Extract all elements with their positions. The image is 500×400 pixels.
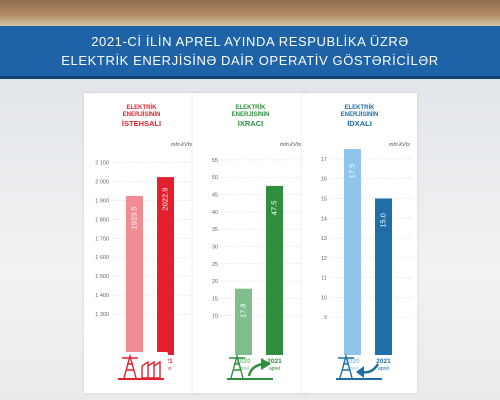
production-ytick-label: 2 000 <box>95 179 109 185</box>
import-category-label-2021: 2021 <box>376 358 391 365</box>
export-category-label-2021: 2021 <box>267 358 282 365</box>
import-bar-chart: mln.kVts9101112131415161717.52020aprel15… <box>321 142 412 372</box>
import-ytick-label: 17 <box>321 157 327 163</box>
title-line-2: ELEKTRİK ENERJİSİNƏ DAİR OPERATİV GÖSTƏR… <box>61 53 439 68</box>
export-ytick-label: 25 <box>212 262 218 268</box>
production-ytick-label: 1 400 <box>95 293 109 299</box>
import-title-line1: ELEKTRİK <box>344 105 375 111</box>
export-ytick-label: 10 <box>212 314 218 320</box>
production-ytick-label: 1 300 <box>95 312 109 318</box>
header-photo-strip <box>0 0 500 26</box>
import-title-line3: İDXALI <box>347 119 372 128</box>
power-tower-export-arrow-icon <box>221 350 279 387</box>
import-bar-2020 <box>344 149 361 355</box>
import-bar-2021 <box>375 198 392 355</box>
production-title-line3: İSTEHSALI <box>121 119 162 128</box>
import-category-sublabel-2021: aprel <box>378 366 389 372</box>
export-ytick-label: 40 <box>212 210 218 216</box>
export-bar-2021 <box>266 185 283 355</box>
production-ytick-label: 1 700 <box>95 236 109 242</box>
export-unit-label: mln.kVts <box>280 142 301 148</box>
import-category-sublabel-2020: aprel <box>347 366 358 372</box>
import-category-label-2020: 2020 <box>345 358 360 365</box>
export-title-line3: İXRACI <box>237 119 264 128</box>
export-ytick-label: 20 <box>212 279 218 285</box>
production-bar-chart: mln.kVts 1 300 1 400 1 500 1 600 1 700 1 800 1 … <box>95 142 194 372</box>
import-ytick-label: 13 <box>321 236 327 242</box>
export-ytick-label: 35 <box>212 227 218 233</box>
import-ytick-label: 12 <box>321 256 327 262</box>
import-ytick-label: 9 <box>324 315 327 321</box>
export-category-sublabel-2020: aprel <box>238 366 249 372</box>
production-bar-2020 <box>126 195 143 355</box>
production-title-line1: ELEKTRİK <box>126 105 157 111</box>
export-value-label-2021: 47.5 <box>269 201 278 216</box>
export-chart-panel: ELEKTRİK ENERJİSİNİN İXRACI mln.kVts 10 15… <box>193 93 308 393</box>
import-ytick-label: 14 <box>321 216 327 222</box>
export-value-label-2020: 17.8 <box>238 303 247 318</box>
export-ytick-label: 45 <box>212 193 218 199</box>
production-chart-panel: ELEKTRİK ENERJİSİNİN İSTEHSALI mln.kVts 1… <box>84 93 199 393</box>
production-ytick-label: 1 500 <box>95 274 109 280</box>
import-value-label-2021: 15.0 <box>378 213 387 228</box>
import-chart-panel: ELEKTRİK ENERJİSİNİN İDXALI mln.kVts 9 10 1… <box>302 93 417 393</box>
import-chart-title: ELEKTRİK ENERJİSİNİN İDXALI <box>302 105 417 128</box>
power-tower-import-arrow-icon <box>330 350 388 387</box>
power-tower-factory-icon <box>112 350 170 387</box>
import-title-line2: ENERJİSİNİN <box>340 112 379 118</box>
export-title-line2: ENERJİSİNİN <box>231 112 270 118</box>
import-ytick-label: 11 <box>321 276 327 282</box>
export-bar-chart: mln.kVts1015202530354045505517.82020apre… <box>212 142 303 372</box>
production-ytick-label: 1 800 <box>95 217 109 223</box>
title-banner: 2021-Cİ İLİN APREL AYINDA RESPUBLİKA ÜZR… <box>0 26 500 79</box>
production-bar-2021 <box>157 177 174 355</box>
production-ytick-label: 1 900 <box>95 198 109 204</box>
export-ytick-label: 15 <box>212 296 218 302</box>
import-value-label-2020: 17.5 <box>347 164 356 179</box>
export-ytick-label: 50 <box>212 175 218 181</box>
production-chart-title: ELEKTRİK ENERJİSİNİN İSTEHSALI <box>84 105 199 128</box>
export-bar-2020 <box>235 288 252 355</box>
export-category-sublabel-2021: aprel <box>269 366 280 372</box>
import-unit-label: mln.kVts <box>389 142 410 148</box>
title-line-1: 2021-Cİ İLİN APREL AYINDA RESPUBLİKA ÜZR… <box>91 34 409 49</box>
import-ytick-label: 10 <box>321 295 327 301</box>
export-chart-title: ELEKTRİK ENERJİSİNİN İXRACI <box>193 105 308 128</box>
production-value-label-2020: 1923.5 <box>129 206 138 229</box>
import-ytick-label: 15 <box>321 196 327 202</box>
import-ytick-label: 16 <box>321 177 327 183</box>
export-category-label-2020: 2020 <box>236 358 251 365</box>
production-title-line2: ENERJİSİNİN <box>122 112 161 118</box>
production-value-label-2021: 2022.9 <box>160 188 169 211</box>
export-ytick-label: 55 <box>212 158 218 164</box>
export-title-line1: ELEKTRİK <box>235 105 266 111</box>
export-ytick-label: 30 <box>212 244 218 250</box>
production-ytick-label: 2 100 <box>95 160 109 166</box>
production-ytick-label: 1 600 <box>95 255 109 261</box>
production-unit-label: mln.kVts <box>171 142 192 148</box>
